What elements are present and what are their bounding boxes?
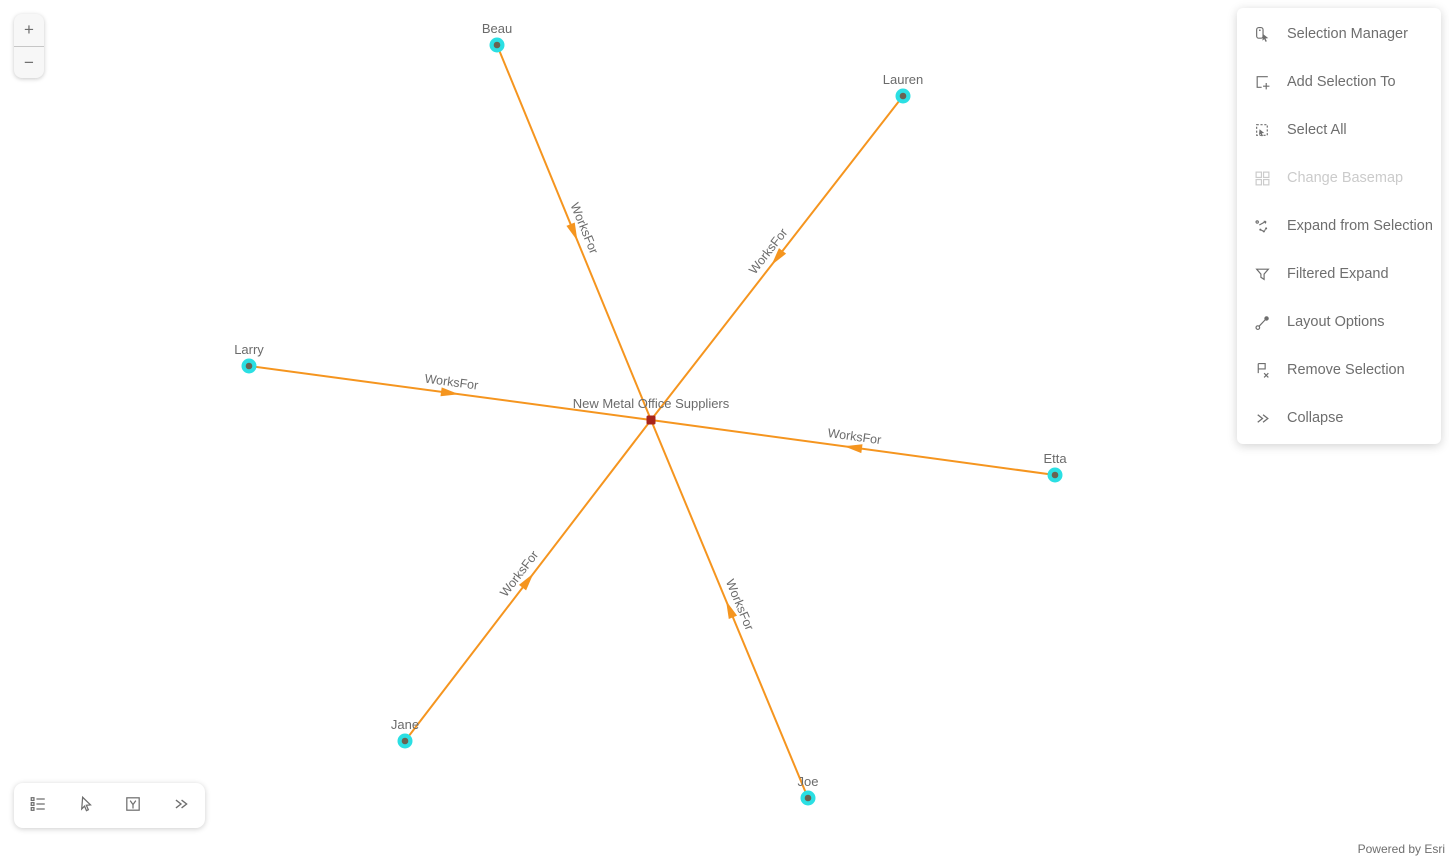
selection-manager-icon [1253,25,1271,43]
node-label: New Metal Office Suppliers [573,396,730,411]
menu-item-label: Change Basemap [1287,170,1404,186]
graph-node-lauren[interactable]: Lauren [883,72,923,104]
menu-item-label: Select All [1287,122,1347,138]
zoom-divider [14,45,44,47]
menu-item-label: Selection Manager [1287,26,1408,42]
menu-item-remove-selection[interactable]: Remove Selection [1237,346,1441,394]
edge-jane-worksfor[interactable]: WorksFor [404,419,652,742]
person-node-marker[interactable] [401,737,409,745]
edge-larry-worksfor[interactable]: WorksFor [248,365,652,421]
esri-attribution: Powered by Esri [1357,842,1445,856]
edge-label: WorksFor [827,426,882,447]
menu-item-label: Add Selection To [1287,74,1396,90]
menu-item-change-basemap: Change Basemap [1237,154,1441,202]
menu-item-filtered-expand[interactable]: Filtered Expand [1237,250,1441,298]
node-label: Lauren [883,72,923,87]
person-node-marker[interactable] [493,41,501,49]
context-menu: Selection Manager Add Selection To Select … [1237,8,1441,444]
node-label: Jane [391,717,419,732]
add-selection-to-icon [1253,73,1271,91]
node-label: Joe [798,774,819,789]
zoom-out-button[interactable]: − [14,47,44,79]
edge-lauren-worksfor[interactable]: WorksFor [650,95,904,421]
change-basemap-icon [1253,169,1271,187]
menu-item-select-all[interactable]: Select All [1237,106,1441,154]
menu-item-label: Filtered Expand [1287,266,1389,282]
link-chart-icon [124,795,142,816]
edge-label: WorksFor [424,372,479,393]
more-tools-button[interactable] [165,790,197,822]
menu-item-label: Collapse [1287,410,1344,426]
graph-node-beau[interactable]: Beau [482,21,512,53]
double-chevron-right-icon [172,795,190,816]
edge-etta-worksfor[interactable]: WorksFor [650,419,1056,476]
pointer-icon [77,795,95,816]
node-label: Beau [482,21,512,36]
person-node-marker[interactable] [899,92,907,100]
menu-item-layout-options[interactable]: Layout Options [1237,298,1441,346]
edge-arrowhead-icon [440,387,459,397]
person-node-marker[interactable] [245,362,253,370]
link-chart-select-button[interactable] [117,790,149,822]
legend-list-button[interactable] [22,790,54,822]
zoom-in-button[interactable]: + [14,14,44,46]
menu-item-label: Expand from Selection [1287,218,1433,234]
menu-item-expand-from-selection[interactable]: Expand from Selection [1237,202,1441,250]
menu-item-label: Layout Options [1287,314,1385,330]
node-label: Etta [1043,451,1067,466]
legend-list-icon [29,795,47,816]
pointer-select-button[interactable] [70,790,102,822]
remove-selection-icon [1253,361,1271,379]
graph-node-etta[interactable]: Etta [1043,451,1067,483]
edge-joe-worksfor[interactable]: WorksFor [650,419,809,799]
node-label: Larry [234,342,264,357]
edge-beau-worksfor[interactable]: WorksFor [496,44,652,421]
center-node-marker[interactable] [646,415,656,425]
graph-node-larry[interactable]: Larry [234,342,264,374]
expand-from-selection-icon [1253,217,1271,235]
graph-node-jane[interactable]: Jane [391,717,419,749]
filtered-expand-icon [1253,265,1271,283]
menu-item-selection-manager[interactable]: Selection Manager [1237,10,1441,58]
edge-arrowhead-icon [566,222,578,241]
layout-options-icon [1253,313,1271,331]
zoom-controls: + − [14,14,44,78]
person-node-marker[interactable] [1051,471,1059,479]
edge-arrowhead-icon [518,573,534,591]
graph-node-new-metal-office-suppliers[interactable]: New Metal Office Suppliers [573,396,730,425]
bottom-toolbar [14,783,205,828]
collapse-icon [1253,409,1271,427]
menu-item-label: Remove Selection [1287,362,1405,378]
graph-node-joe[interactable]: Joe [798,774,819,806]
edge-arrowhead-icon [726,600,738,620]
edge-arrowhead-icon [844,444,863,454]
person-node-marker[interactable] [804,794,812,802]
menu-item-add-selection-to[interactable]: Add Selection To [1237,58,1441,106]
menu-item-collapse[interactable]: Collapse [1237,394,1441,442]
select-all-icon [1253,121,1271,139]
edge-arrowhead-icon [771,248,787,266]
